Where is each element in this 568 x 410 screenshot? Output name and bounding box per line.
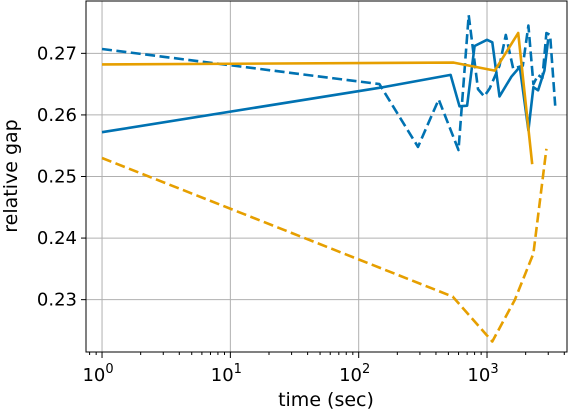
series-lines: [101, 13, 557, 343]
x-tick-label-0: 100: [82, 362, 113, 386]
y-tick-label-3: 0.26: [37, 105, 77, 126]
series-line-3: [101, 148, 548, 343]
y-tick-label-4: 0.27: [37, 43, 77, 64]
y-axis-label: relative gap: [0, 119, 22, 232]
y-tick-label-0: 0.23: [37, 290, 77, 311]
x-tick-label-3: 103: [467, 362, 498, 386]
x-axis-label: time (sec): [278, 389, 374, 410]
x-tick-label-1: 101: [211, 362, 242, 386]
grid-lines: [86, 1, 567, 352]
x-tick-label-2: 102: [339, 362, 370, 386]
axis-ticks: 0.23 0.24 0.25 0.26 0.27 100 101 102 103: [37, 43, 565, 386]
y-tick-label-2: 0.25: [37, 167, 77, 188]
y-tick-label-1: 0.24: [37, 228, 77, 249]
series-line-1: [101, 13, 557, 152]
series-line-2: [101, 31, 534, 165]
